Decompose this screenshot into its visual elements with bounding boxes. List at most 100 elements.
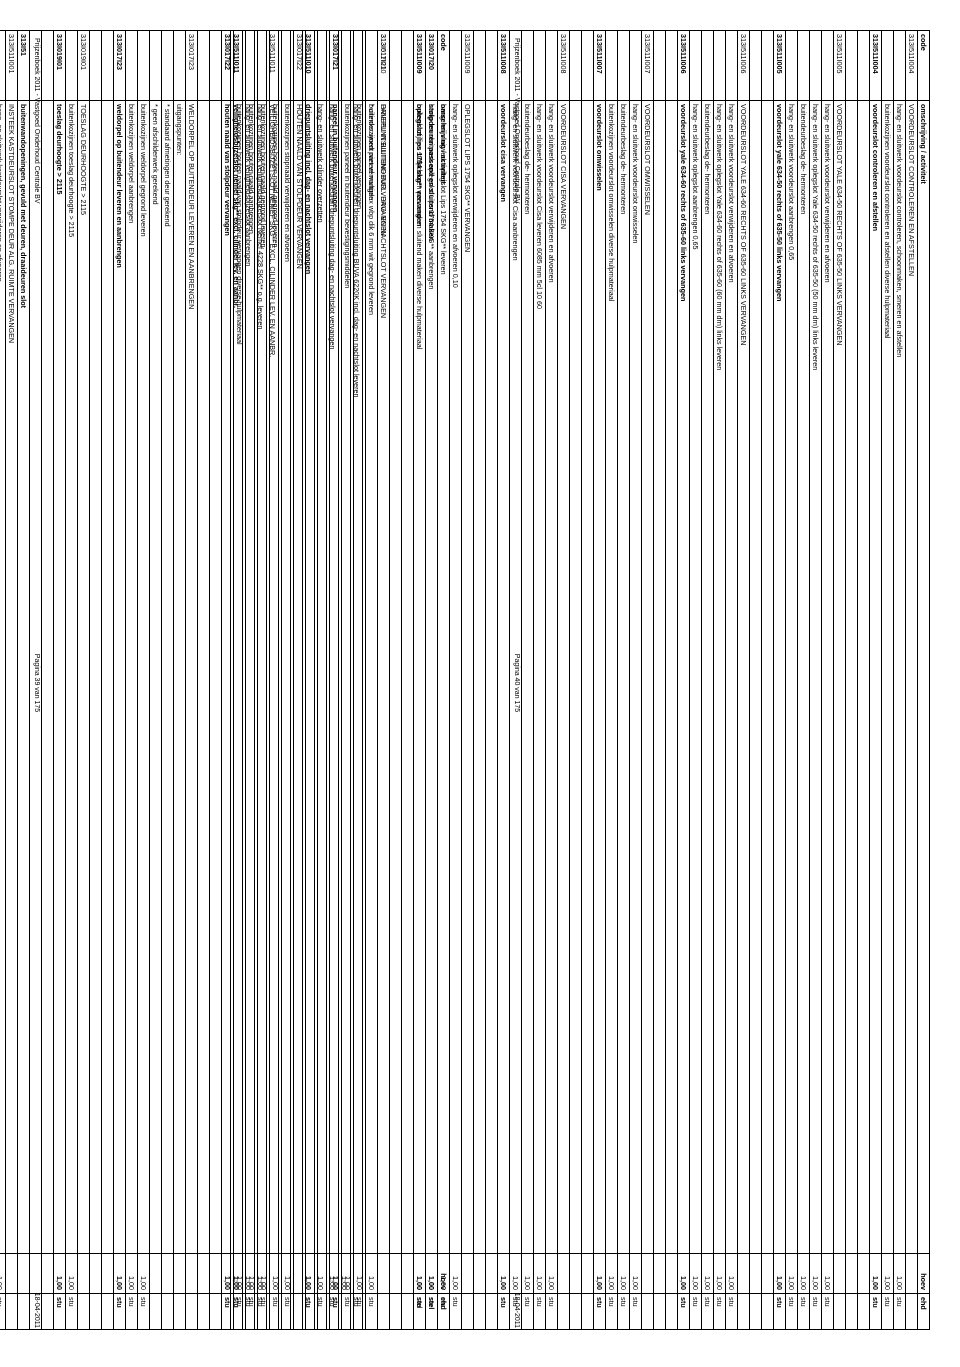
cell-hoev [267, 1254, 279, 1294]
cell-code: 313I511I001 [6, 31, 18, 101]
cell-ehd: stu [438, 1294, 450, 1330]
cell-desc: buitendeurbeslag de- hermonteren [522, 101, 534, 1254]
cell-desc: hang- en sluitwerk voordeurslot Cisa lev… [534, 101, 546, 1254]
cell-code [66, 31, 78, 101]
cell-desc: hang- en sluitwerk buitendeuren driepunt… [327, 101, 339, 1254]
table-row: hang- en sluitwerk oplegslot verwijderen… [450, 31, 462, 1330]
cell-desc: hang- en sluitwerk voordeurslot verwijde… [546, 101, 558, 1254]
cell-ehd: stu [882, 1294, 894, 1330]
table-row: 313I511I004VOORDEURSLOT CONTROLEREN EN A… [906, 31, 918, 1330]
table-row: hang- en sluitwerk voordeurslot verwijde… [822, 31, 834, 1330]
cell-desc: VOORDEURSLOT CISA VERVANGEN [558, 101, 570, 1254]
cell-ehd: stu [54, 1294, 66, 1330]
cell-ehd: stu [0, 1294, 6, 1330]
cell-hoev: 1,00 [0, 1254, 6, 1294]
cell-desc: voordeurslot yale 634-50 rechts of 635-5… [774, 101, 786, 1254]
cell-ehd: stu [702, 1294, 714, 1330]
table-row [570, 31, 582, 1330]
cell-ehd: stu [114, 1294, 126, 1330]
cell-code [882, 31, 894, 101]
table-row: 313I511I001INSTEEK KASTDEURSLOT STOMPE D… [6, 31, 18, 1330]
cell-ehd [267, 1294, 279, 1330]
table-row: hang- en sluitwerk oplegslot Yale 634-60… [714, 31, 726, 1330]
cell-hoev [462, 1254, 474, 1294]
cell-desc: hang- en sluitwerk oplegslot verwijderen… [450, 101, 462, 1254]
cell-code [690, 31, 702, 101]
cell-hoev: 1,00 [255, 1254, 267, 1294]
cell-hoev: 1,00 [414, 1254, 426, 1294]
cell-ehd [378, 1294, 390, 1330]
table-row: hang- en sluitwerk voordeurslot aanbreng… [786, 31, 798, 1330]
table-row [846, 31, 858, 1330]
cell-desc: hang- en sluitwerk oplegslot Lips 1754 S… [438, 101, 450, 1254]
cell-ehd: stu [726, 1294, 738, 1330]
cell-code [126, 31, 138, 101]
cell-hoev: 1,00 [450, 1254, 462, 1294]
table-row: 313I511I006VOORDEURSLOT YALE 634-60 RECH… [738, 31, 750, 1330]
cell-ehd [363, 1294, 366, 1330]
cell-code [714, 31, 726, 101]
cell-ehd: stu [798, 1294, 810, 1330]
table-row [654, 31, 666, 1330]
cell-code [702, 31, 714, 101]
cell-hoev: 1,00 [327, 1254, 339, 1294]
cell-code: 313I511I009 [462, 31, 474, 101]
cell-code [510, 31, 522, 101]
cell-desc: hang- en sluitwerk voordeurslot omwissel… [630, 101, 642, 1254]
cell-code: 313I511I011 [267, 31, 279, 101]
cell-desc: VOORDEURSLOT OMWISSELEN [642, 101, 654, 1254]
cell-ehd: stu [351, 1294, 363, 1330]
cell-desc: INSTEEK KASTDEURSLOT STOMPE DEUR ALG. RU… [6, 101, 18, 1254]
cell-ehd [162, 1294, 174, 1330]
table-row [582, 31, 594, 1330]
table-row: * geen afschilderwerk gerekend [150, 31, 162, 1330]
table-row [750, 31, 762, 1330]
cell-desc: veiligheidsbijzetslot nemef skg** excl. … [231, 101, 243, 1254]
cell-ehd [150, 1294, 162, 1330]
cell-code: 313I511I006 [738, 31, 750, 101]
cell-desc: hang- en sluitwerk veiligheidsbijzetslot… [255, 101, 267, 1254]
cell-desc: OPLEGSLOT LIPS 1754 SKG** VERVANGEN [462, 101, 474, 1254]
cell-desc: voordeurslot yale 634-60 rechts of 635-6… [678, 101, 690, 1254]
cell-code [351, 31, 363, 101]
cell-code [327, 31, 339, 101]
cell-ehd: stu [138, 1294, 150, 1330]
cell-code: 313I511I007 [594, 31, 606, 101]
cell-code [0, 31, 6, 101]
cell-code [546, 31, 558, 101]
cell-desc: uitgangspunten: [174, 101, 186, 1254]
cell-ehd: stu [690, 1294, 702, 1330]
table-row: hang- en sluitwerk cilinder overzetten1,… [315, 31, 327, 1330]
cell-hoev: 1,00 [606, 1254, 618, 1294]
table-row: 313I019I01TOESLAG DEURHOOGTE > 2115 [78, 31, 90, 1330]
table-row: buitenkozijnen weldorpel gegrond leveren… [138, 31, 150, 1330]
cell-desc: hang- en sluitwerk voordeurslot verwijde… [822, 101, 834, 1254]
table-row: hang- en sluitwerk veiligheidsbijzetslot… [243, 31, 255, 1330]
table-row [210, 31, 222, 1330]
cell-hoev: 1,00 [822, 1254, 834, 1294]
cell-code [243, 31, 255, 101]
cell-ehd: stu [618, 1294, 630, 1330]
cell-hoev: 1,00 [630, 1254, 642, 1294]
cell-hoev: 1,00 [243, 1254, 255, 1294]
cell-hoev: 1,00 [546, 1254, 558, 1294]
table-row [102, 31, 114, 1330]
cell-hoev: 1,00 [786, 1254, 798, 1294]
cell-hoev [150, 1254, 162, 1294]
table-row [402, 31, 414, 1330]
table-row [90, 31, 102, 1330]
cell-ehd: stu [678, 1294, 690, 1330]
cell-hoev [78, 1254, 90, 1294]
cell-code [255, 31, 267, 101]
cell-desc: oplegslot lips 1754 skg** vervangen [414, 101, 426, 1254]
table-row: buitendeurbeslag de- hermonteren1,00stu [798, 31, 810, 1330]
cell-desc: buitenkozijnen weldorpel gegrond leveren [138, 101, 150, 1254]
cell-code: 313I511I008 [558, 31, 570, 101]
table-row: 313I511I005voordeurslot yale 634-50 rech… [774, 31, 786, 1330]
cell-ehd: stu [870, 1294, 882, 1330]
table-row: hang- en sluitwerk voordeurslot omwissel… [630, 31, 642, 1330]
cell-desc: hang- en sluitwerk cilinder overzetten [315, 101, 327, 1254]
cell-code [618, 31, 630, 101]
cell-desc: * geen afschilderwerk gerekend [150, 101, 162, 1254]
cell-desc: DRIEPUNTSLUITING INCL. DAG- EN NACHTSLOT… [378, 101, 390, 1254]
